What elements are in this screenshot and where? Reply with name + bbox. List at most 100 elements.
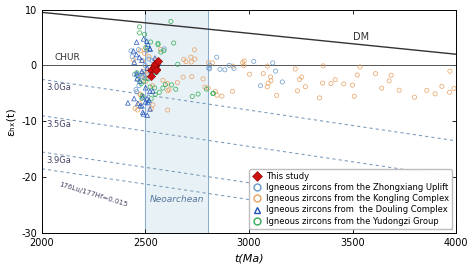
Point bbox=[372, 72, 379, 76]
Point bbox=[210, 91, 217, 95]
Point bbox=[146, 85, 154, 89]
Point bbox=[209, 61, 216, 65]
Point bbox=[140, 73, 147, 77]
Text: 3.9Ga: 3.9Ga bbox=[46, 156, 71, 165]
Point bbox=[194, 92, 202, 96]
Point bbox=[172, 87, 180, 91]
Point bbox=[140, 112, 147, 116]
Point bbox=[170, 41, 177, 45]
Point bbox=[250, 59, 257, 63]
Point bbox=[340, 82, 347, 86]
Point bbox=[350, 94, 358, 98]
Point bbox=[139, 59, 146, 63]
Point bbox=[133, 71, 141, 76]
Point bbox=[133, 70, 140, 75]
Point bbox=[349, 83, 356, 87]
Point bbox=[129, 49, 137, 53]
Point bbox=[136, 101, 143, 105]
Y-axis label: εₕₓ(t): εₕₓ(t) bbox=[6, 107, 16, 136]
Point bbox=[327, 82, 335, 86]
Point bbox=[226, 63, 233, 68]
Point bbox=[137, 104, 144, 108]
Point bbox=[151, 92, 159, 97]
Point bbox=[138, 96, 146, 101]
Point bbox=[189, 94, 196, 98]
Point bbox=[149, 103, 156, 107]
Point bbox=[160, 47, 168, 51]
Point bbox=[132, 87, 140, 92]
X-axis label: t(Ma): t(Ma) bbox=[234, 253, 264, 263]
Point bbox=[137, 49, 144, 53]
Point bbox=[140, 37, 147, 41]
Point bbox=[152, 61, 159, 66]
Point bbox=[239, 61, 246, 65]
Point bbox=[205, 66, 212, 70]
Point bbox=[131, 72, 138, 77]
Point bbox=[168, 83, 175, 87]
Point bbox=[130, 60, 138, 64]
Point bbox=[206, 63, 214, 68]
Text: 176Lu/177Hf=0.015: 176Lu/177Hf=0.015 bbox=[58, 182, 128, 208]
Point bbox=[450, 86, 458, 91]
Point bbox=[136, 92, 144, 96]
Point bbox=[146, 107, 154, 111]
Point bbox=[134, 73, 141, 77]
Point bbox=[204, 86, 212, 90]
Point bbox=[141, 51, 148, 56]
Point bbox=[140, 69, 148, 73]
Point bbox=[187, 55, 195, 59]
Point bbox=[257, 84, 264, 88]
Point bbox=[142, 79, 150, 83]
Point bbox=[267, 79, 275, 83]
Point bbox=[139, 110, 146, 114]
Text: CHUR: CHUR bbox=[55, 53, 80, 62]
Point bbox=[201, 85, 209, 89]
Point bbox=[205, 61, 212, 65]
Point bbox=[135, 83, 143, 88]
Point bbox=[152, 67, 160, 72]
Text: DM: DM bbox=[353, 32, 369, 42]
Point bbox=[135, 48, 142, 52]
Point bbox=[264, 81, 272, 85]
Point bbox=[130, 96, 138, 101]
Point bbox=[133, 77, 141, 81]
Point bbox=[296, 77, 303, 82]
Point bbox=[131, 106, 139, 111]
Point bbox=[144, 113, 151, 118]
Point bbox=[137, 82, 145, 86]
Text: 3.5Ga: 3.5Ga bbox=[46, 120, 71, 129]
Point bbox=[151, 65, 158, 69]
Point bbox=[153, 68, 160, 72]
Point bbox=[134, 77, 142, 82]
Point bbox=[147, 97, 155, 101]
Point bbox=[136, 79, 144, 83]
Point bbox=[141, 72, 148, 77]
Point bbox=[378, 86, 385, 90]
Point bbox=[229, 64, 237, 68]
Point bbox=[180, 57, 188, 62]
Point bbox=[157, 50, 164, 54]
Point bbox=[152, 61, 160, 65]
Point bbox=[147, 72, 155, 77]
Point bbox=[292, 67, 299, 71]
Point bbox=[155, 90, 163, 94]
Point bbox=[144, 100, 152, 105]
Point bbox=[385, 79, 393, 83]
Point bbox=[138, 58, 146, 62]
Point bbox=[154, 59, 162, 63]
Point bbox=[264, 64, 271, 68]
Point bbox=[211, 89, 219, 94]
Point bbox=[446, 90, 453, 94]
Point bbox=[164, 89, 172, 93]
Point bbox=[152, 58, 160, 62]
Point bbox=[423, 88, 430, 93]
Point bbox=[272, 69, 279, 73]
Point bbox=[145, 57, 153, 61]
Point bbox=[294, 89, 301, 93]
Text: Neoarchean: Neoarchean bbox=[149, 195, 204, 204]
Point bbox=[356, 65, 364, 69]
Point bbox=[298, 75, 306, 79]
Point bbox=[127, 49, 135, 53]
Point bbox=[203, 87, 210, 91]
Point bbox=[213, 93, 221, 97]
